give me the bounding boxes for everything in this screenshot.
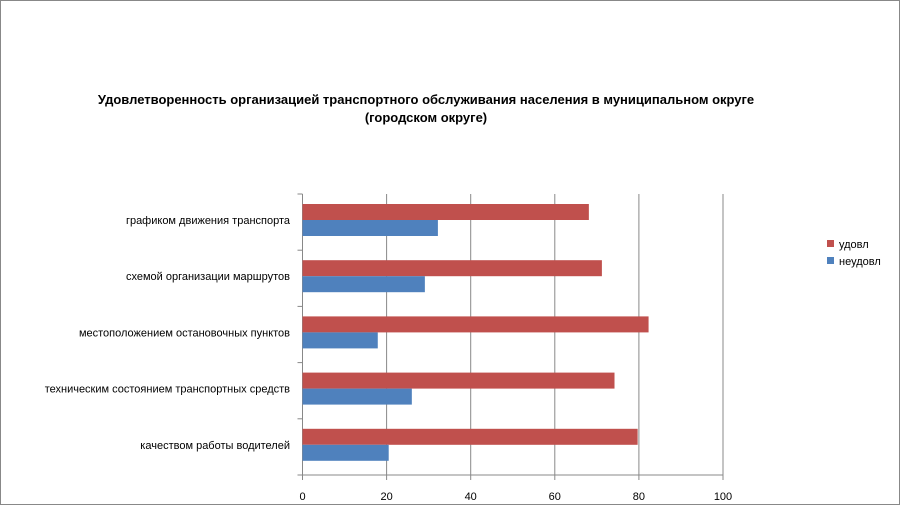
x-tick-label: 20: [380, 491, 392, 503]
category-label: местоположением остановочных пунктов: [79, 327, 290, 339]
category-label: качеством работы водителей: [140, 440, 290, 452]
bar-удовл: [302, 204, 589, 220]
x-tick-label: 0: [299, 491, 305, 503]
legend-label: удовл: [839, 239, 869, 251]
bar-неудовл: [302, 276, 425, 293]
legend-label: неудовл: [839, 256, 881, 268]
category-label: схемой организации маршрутов: [126, 271, 290, 283]
chart-title-line-2: (городском округе): [365, 110, 487, 125]
bar-удовл: [302, 372, 615, 389]
bar-удовл: [302, 316, 649, 333]
legend-swatch: [827, 240, 834, 247]
bar-удовл: [302, 260, 602, 277]
x-tick-label: 60: [549, 491, 561, 503]
category-label: техническим состоянием транспортных сред…: [45, 384, 290, 396]
bar-удовл: [302, 428, 638, 445]
bar-неудовл: [302, 444, 389, 461]
bar-неудовл: [302, 220, 438, 236]
x-tick-label: 100: [714, 491, 732, 503]
x-tick-label: 80: [633, 491, 645, 503]
bar-неудовл: [302, 332, 378, 349]
x-tick-label: 40: [465, 491, 477, 503]
chart-title-line-1: Удовлетворенность организацией транспорт…: [98, 92, 754, 107]
bar-неудовл: [302, 388, 412, 405]
category-label: графиком движения транспорта: [126, 215, 291, 227]
legend-swatch: [827, 257, 834, 264]
